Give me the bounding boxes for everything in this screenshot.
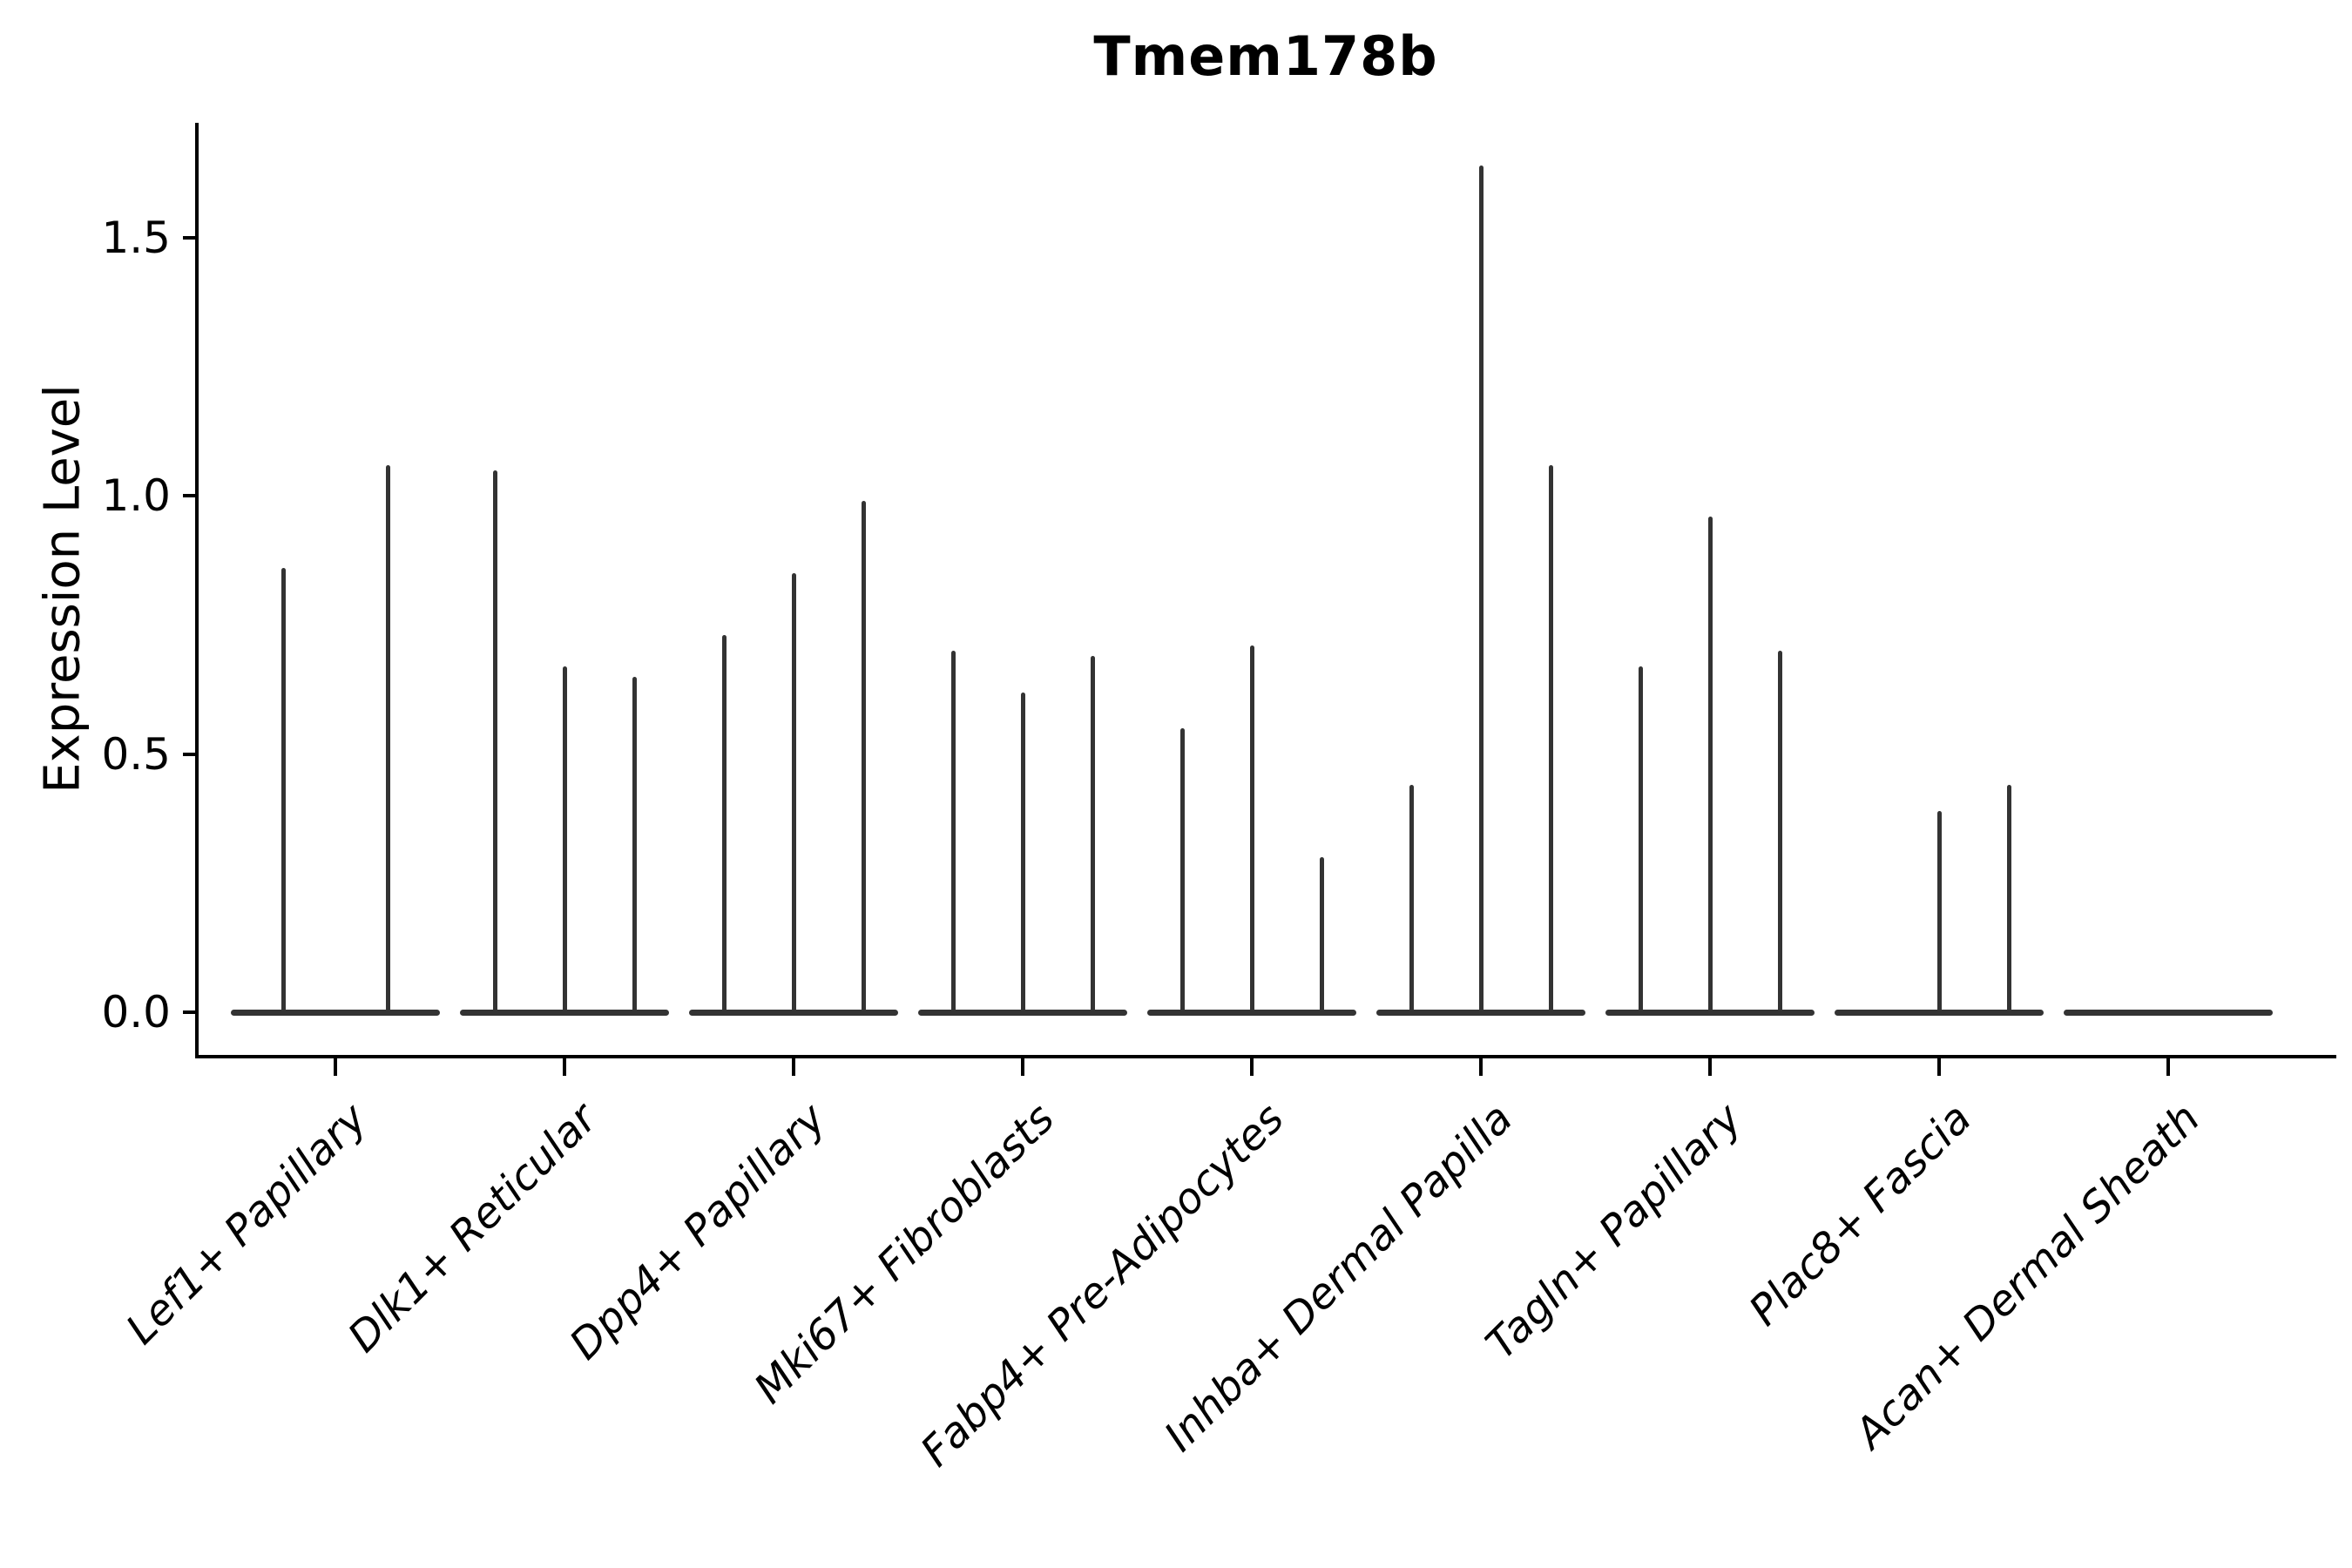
x-tick-mark bbox=[1021, 1058, 1024, 1076]
violin-max-spike bbox=[1249, 645, 1254, 1012]
x-axis-category-label: Dpp4+ Papillary bbox=[560, 1094, 835, 1369]
x-tick-mark bbox=[563, 1058, 566, 1076]
violin-max-spike bbox=[1707, 517, 1713, 1012]
violin-zero-baseline bbox=[1147, 1010, 1356, 1016]
violin-max-spike bbox=[950, 651, 956, 1012]
violin-max-spike bbox=[1936, 810, 1942, 1012]
violin-max-spike bbox=[385, 464, 390, 1012]
violin-max-spike bbox=[1548, 464, 1553, 1012]
violin-zero-baseline bbox=[918, 1010, 1127, 1016]
x-axis-category-label: Plac8+ Fascia bbox=[1739, 1094, 1981, 1335]
violin-max-spike bbox=[1777, 651, 1782, 1012]
x-tick-mark bbox=[334, 1058, 337, 1076]
y-tick-mark bbox=[183, 235, 197, 240]
x-axis-category-label: Fabp4+ Pre-Adipocytes bbox=[911, 1094, 1294, 1477]
violin-max-spike bbox=[721, 635, 727, 1012]
violin-zero-baseline bbox=[231, 1010, 440, 1016]
violin-max-spike bbox=[1179, 728, 1185, 1012]
violin-max-spike bbox=[1020, 692, 1025, 1012]
violin-max-spike bbox=[1409, 785, 1414, 1012]
y-tick-label: 0.0 bbox=[101, 987, 171, 1037]
x-tick-mark bbox=[2166, 1058, 2170, 1076]
violin-zero-baseline bbox=[689, 1010, 898, 1016]
x-tick-mark bbox=[1479, 1058, 1483, 1076]
y-tick-mark bbox=[183, 1010, 197, 1014]
x-tick-mark bbox=[1708, 1058, 1712, 1076]
x-tick-mark bbox=[1250, 1058, 1254, 1076]
violin-max-spike bbox=[861, 501, 866, 1012]
x-tick-mark bbox=[792, 1058, 795, 1076]
violin-zero-baseline bbox=[460, 1010, 669, 1016]
violin-zero-baseline bbox=[2064, 1010, 2273, 1016]
x-axis-category-label: Lef1+ Papillary bbox=[117, 1094, 377, 1355]
x-axis-spine bbox=[195, 1055, 2336, 1058]
violin-max-spike bbox=[1090, 656, 1095, 1012]
violin-zero-baseline bbox=[1376, 1010, 1585, 1016]
y-tick-mark bbox=[183, 494, 197, 498]
violin-max-spike bbox=[1638, 666, 1643, 1012]
violin-max-spike bbox=[492, 470, 497, 1012]
violin-max-spike bbox=[1478, 165, 1484, 1012]
violin-max-spike bbox=[2006, 785, 2011, 1012]
violin-max-spike bbox=[562, 666, 567, 1012]
violin-max-spike bbox=[632, 676, 637, 1012]
chart-title: Tmem178b bbox=[1093, 24, 1438, 88]
y-tick-label: 1.5 bbox=[101, 212, 171, 263]
violin-max-spike bbox=[1319, 857, 1324, 1012]
y-axis-spine bbox=[195, 123, 199, 1057]
violin-max-spike bbox=[791, 573, 796, 1012]
violin-zero-baseline bbox=[1605, 1010, 1815, 1016]
violin-zero-baseline bbox=[1835, 1010, 2044, 1016]
y-tick-mark bbox=[183, 752, 197, 756]
x-axis-category-label: Tagln+ Papillary bbox=[1477, 1094, 1752, 1369]
violin-max-spike bbox=[280, 568, 286, 1012]
y-tick-label: 0.5 bbox=[101, 728, 171, 780]
x-axis-category-label: Dlk1+ Reticular bbox=[338, 1094, 606, 1362]
x-tick-mark bbox=[1937, 1058, 1941, 1076]
y-tick-label: 1.0 bbox=[101, 470, 171, 522]
